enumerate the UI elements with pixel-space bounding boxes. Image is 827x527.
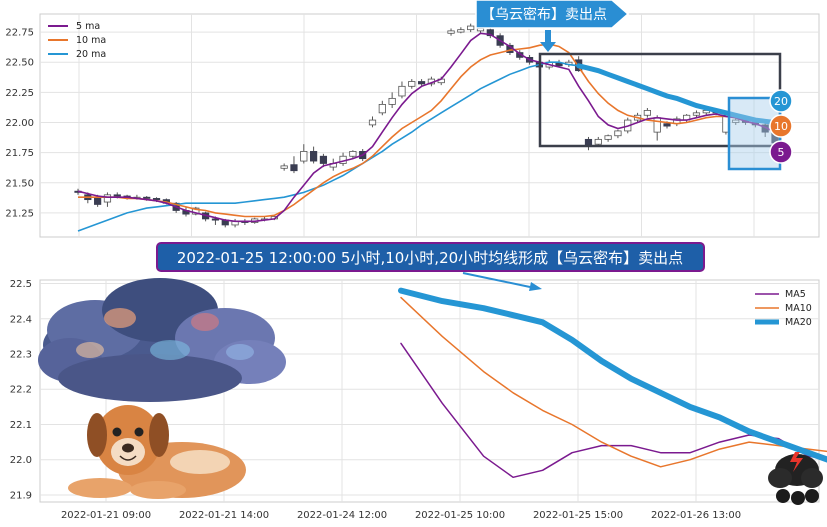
candle-body [417, 81, 426, 85]
pointer-arrow-icon [529, 282, 542, 291]
legend-label-ma10: MA10 [785, 303, 812, 314]
bottom-ma-lines [398, 287, 827, 479]
bottom-legend: MA5 MA10 MA20 [755, 289, 812, 328]
candle-body [143, 196, 151, 199]
top-gridlines [40, 14, 819, 237]
legend-label-ma5: MA5 [785, 289, 806, 300]
candle-body [211, 218, 220, 221]
top-legend: 5 ma 10 ma 20 ma [48, 21, 106, 60]
candle-body [280, 165, 288, 169]
bottom-x-tick: 2022-01-26 13:00 [651, 510, 741, 521]
candle-body [94, 198, 102, 205]
ma5-badge-label: 5 [778, 146, 785, 159]
candle-body [378, 104, 386, 114]
ma-badges: 20 10 5 [769, 89, 793, 164]
candle-body [408, 81, 416, 87]
dog-illustration [68, 405, 246, 499]
bottom-x-tick: 2022-01-21 09:00 [61, 510, 151, 521]
title-banner-box [156, 242, 705, 272]
candle-body [663, 123, 671, 127]
top-y-tick: 21.25 [5, 208, 34, 219]
bottom-y-tick: 22.3 [10, 350, 32, 361]
ma20-badge [769, 89, 793, 113]
top-y-tick: 21.50 [5, 178, 34, 189]
bottom-x-tick: 2022-01-24 12:00 [297, 510, 387, 521]
ma10-badge [769, 114, 793, 138]
candle-body [349, 151, 357, 157]
candle-body [614, 130, 622, 137]
bottom-x-tick: 2022-01-25 15:00 [533, 510, 623, 521]
candle-body [604, 135, 612, 140]
candle-body [486, 29, 494, 37]
ma10-badge-label: 10 [774, 120, 788, 133]
ma20-badge-label: 20 [774, 95, 788, 108]
candle-body [300, 151, 308, 162]
top-y-tick: 21.75 [5, 148, 34, 159]
candle-body [368, 119, 377, 126]
candle-body [290, 164, 298, 172]
thundercloud-icon [768, 452, 823, 505]
candle-body [732, 119, 740, 123]
callout-label: 【乌云密布】卖出点 [481, 6, 607, 23]
candle-body [653, 117, 661, 133]
candle-body [310, 151, 318, 162]
ma10-line [78, 43, 776, 218]
candle-body [467, 25, 475, 31]
moving-average-lines [77, 32, 778, 232]
bottom-x-tick-labels: 2022-01-21 09:00 2022-01-21 14:00 2022-01-… [61, 510, 741, 521]
candle-body [103, 194, 112, 203]
ma20-bottom-line [398, 287, 827, 463]
candle-body [398, 85, 406, 97]
top-y-tick: 22.25 [5, 88, 34, 99]
legend-label-10ma: 10 ma [76, 35, 106, 46]
ma5-line [77, 32, 776, 223]
candle-body [692, 112, 701, 116]
ma20-highlight-line [576, 63, 778, 125]
top-plot-area [39, 13, 820, 238]
bottom-x-tick: 2022-01-21 14:00 [179, 510, 269, 521]
candle-body [319, 155, 328, 164]
down-arrow-icon [540, 30, 556, 52]
bottom-y-tick: 22.2 [10, 385, 32, 396]
candle-body [643, 110, 651, 116]
bottom-y-tick: 22.1 [10, 420, 32, 431]
bottom-y-tick: 22.4 [10, 314, 32, 325]
legend-label-5ma: 5 ma [76, 21, 100, 32]
candle-body [152, 198, 161, 201]
candle-body [192, 207, 200, 215]
pointer-arrow-line [462, 272, 531, 288]
candle-body [113, 194, 121, 197]
candle-body [555, 63, 563, 67]
top-y-tick-labels: 21.25 21.50 21.75 22.00 22.25 22.50 22.75 [5, 28, 34, 220]
callout-arrow-shape [475, 0, 630, 29]
bottom-y-tick-labels: 21.9 22.0 22.1 22.2 22.3 22.4 22.5 [10, 279, 32, 501]
bottom-x-tick: 2022-01-25 10:00 [415, 510, 505, 521]
ma5-badge [769, 140, 793, 164]
sell-point-callout: 【乌云密布】卖出点 [475, 0, 630, 52]
bottom-y-tick: 21.9 [10, 490, 32, 501]
chart-title: 2022-01-25 12:00:00 5小时,10小时,20小时均线形成【乌云… [177, 249, 683, 267]
bottom-y-tick: 22.5 [10, 279, 32, 290]
top-y-tick: 22.50 [5, 58, 34, 69]
candle-body [447, 30, 455, 34]
candle-body [457, 29, 465, 33]
top-y-tick: 22.75 [5, 28, 34, 39]
ma-line-panel: 21.9 22.0 22.1 22.2 22.3 22.4 22.5 2022-01-21 … [10, 278, 827, 521]
candlestick-panel: 21.25 21.50 21.75 22.00 22.25 22.50 22.75 【乌云密… [5, 0, 820, 238]
storm-cloud-illustration [38, 278, 286, 402]
top-y-tick: 22.00 [5, 118, 34, 129]
bottom-y-tick: 22.0 [10, 455, 32, 466]
candle-body [388, 97, 396, 105]
candle-body [594, 138, 602, 145]
legend-label-20ma: 20 ma [76, 49, 106, 60]
candle-body [476, 28, 485, 32]
title-banner: 2022-01-25 12:00:00 5小时,10小时,20小时均线形成【乌云… [156, 242, 705, 291]
legend-label-ma20: MA20 [785, 317, 812, 328]
